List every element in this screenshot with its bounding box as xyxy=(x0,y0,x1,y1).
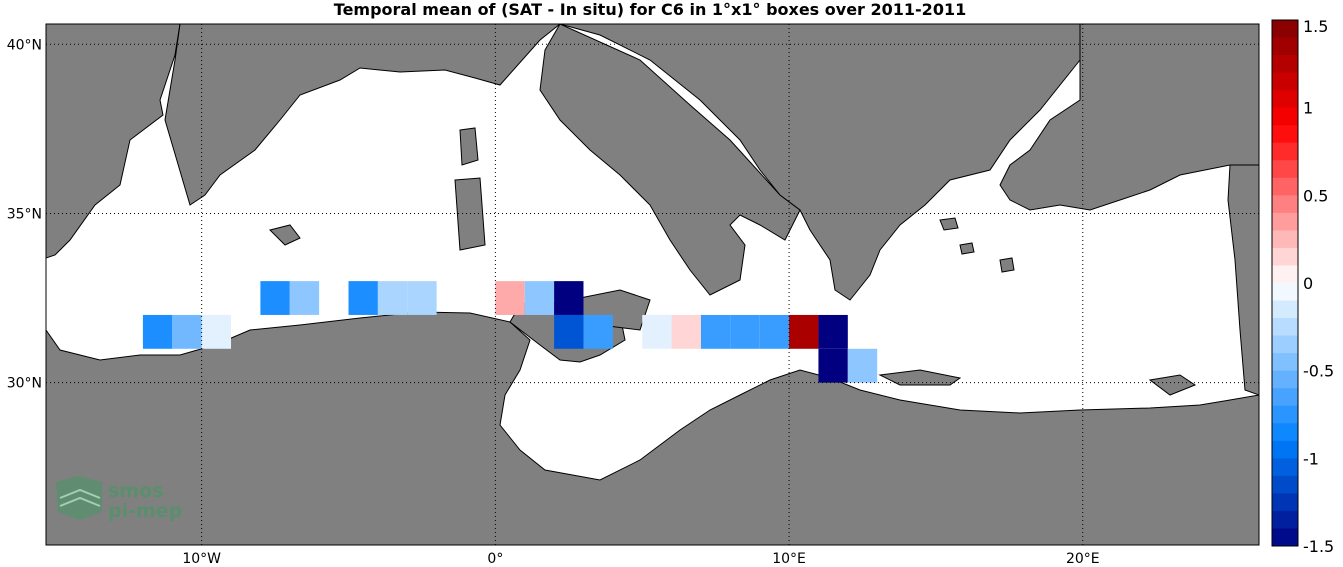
colorbar-step xyxy=(1272,423,1298,442)
colorbar-step xyxy=(1272,37,1298,56)
land-aegean-islands xyxy=(939,217,1015,273)
data-cells xyxy=(142,281,878,383)
colorbar: 1.5 1 0.5 0 -0.5 -1 -1.5 xyxy=(1271,17,1334,556)
colorbar-tick-label: -1 xyxy=(1303,449,1319,468)
land-iberia xyxy=(46,24,181,259)
colorbar-step xyxy=(1272,142,1298,161)
colorbar-step xyxy=(1272,283,1298,302)
map-title: Temporal mean of (SAT - In situ) for C6 … xyxy=(333,0,967,19)
x-tick-label: 0° xyxy=(487,551,503,567)
x-tick-label: 10°W xyxy=(182,551,221,567)
colorbar-tick-label: -0.5 xyxy=(1303,362,1334,381)
logo-text-smos: smos xyxy=(108,480,163,502)
colorbar-step xyxy=(1272,528,1298,547)
colorbar-step xyxy=(1272,160,1298,179)
y-tick-label: 35°N xyxy=(7,206,42,222)
heatmap-cell xyxy=(554,281,584,315)
heatmap-cell xyxy=(759,314,790,349)
logo-text-pimep: pi-mep xyxy=(108,500,182,522)
smos-logo: smos pi-mep xyxy=(56,476,182,522)
heatmap-cell xyxy=(554,314,584,349)
land-cyprus xyxy=(1148,374,1197,396)
colorbar-tick-label: 1 xyxy=(1303,99,1313,118)
heatmap-cell xyxy=(818,348,848,383)
heatmap-cell xyxy=(789,314,819,349)
x-tick-label: 10°E xyxy=(772,551,806,567)
colorbar-tick-label: 1.5 xyxy=(1303,17,1328,36)
y-tick-label: 30°N xyxy=(7,376,42,392)
land-sardinia xyxy=(454,177,486,251)
land-balkans xyxy=(559,24,1081,301)
heatmap-cell xyxy=(583,314,613,349)
colorbar-step xyxy=(1272,20,1298,39)
heatmap-cell xyxy=(407,281,437,315)
heatmap-cell xyxy=(172,314,202,349)
land-north-africa xyxy=(46,311,1259,545)
heatmap-cell xyxy=(289,281,320,315)
colorbar-step xyxy=(1272,72,1298,91)
heatmap-cell xyxy=(260,281,290,315)
colorbar-step xyxy=(1272,195,1298,214)
y-tick-label: 40°N xyxy=(7,37,42,53)
land-balearics xyxy=(269,224,301,246)
colorbar-step xyxy=(1272,335,1298,354)
heatmap-cell xyxy=(495,281,525,315)
land-corsica xyxy=(459,127,479,166)
colorbar-step xyxy=(1272,510,1298,529)
colorbar-step xyxy=(1272,230,1298,249)
colorbar-step xyxy=(1272,388,1298,407)
heatmap-cell xyxy=(671,314,701,349)
colorbar-step xyxy=(1272,265,1298,284)
colorbar-step xyxy=(1272,353,1298,372)
land-levant xyxy=(1227,164,1259,396)
colorbar-tick-label: 0.5 xyxy=(1303,186,1328,205)
x-axis-ticks: 10°W 0° 10°E 20°E xyxy=(182,551,1099,567)
colorbar-step xyxy=(1272,107,1298,126)
heatmap-cell xyxy=(377,281,408,315)
heatmap-cell xyxy=(700,314,731,349)
land-crete xyxy=(878,369,962,386)
colorbar-step xyxy=(1272,458,1298,477)
colorbar-tick-label: -1.5 xyxy=(1303,537,1334,556)
colorbar-step xyxy=(1272,90,1298,109)
heatmap-cell xyxy=(201,314,232,349)
colorbar-step xyxy=(1272,405,1298,424)
heatmap-cell xyxy=(524,281,555,315)
colorbar-frame xyxy=(1271,19,1299,547)
colorbar-tick-label: 0 xyxy=(1303,274,1313,293)
colorbar-step xyxy=(1272,212,1298,231)
colorbar-step xyxy=(1272,55,1298,74)
colorbar-step xyxy=(1272,493,1298,512)
graticule xyxy=(46,24,1259,545)
colorbar-step xyxy=(1272,247,1298,266)
heatmap-cell xyxy=(348,281,378,315)
colorbar-step xyxy=(1272,370,1298,389)
y-axis-ticks: 40°N 35°N 30°N xyxy=(7,37,42,391)
map-frame xyxy=(45,23,1260,546)
x-tick-label: 20°E xyxy=(1066,551,1100,567)
colorbar-step xyxy=(1272,318,1298,337)
colorbar-step xyxy=(1272,475,1298,494)
heatmap-cell xyxy=(642,314,672,349)
land-italy xyxy=(539,24,801,296)
colorbar-step xyxy=(1272,177,1298,196)
land-north-europe xyxy=(164,24,561,206)
heatmap-cell xyxy=(847,348,878,383)
colorbar-step xyxy=(1272,440,1298,459)
heatmap-cell xyxy=(730,314,760,349)
heatmap-cell xyxy=(142,314,173,349)
heatmap-cell xyxy=(818,314,848,349)
colorbar-step xyxy=(1272,125,1298,144)
colorbar-step xyxy=(1272,300,1298,319)
